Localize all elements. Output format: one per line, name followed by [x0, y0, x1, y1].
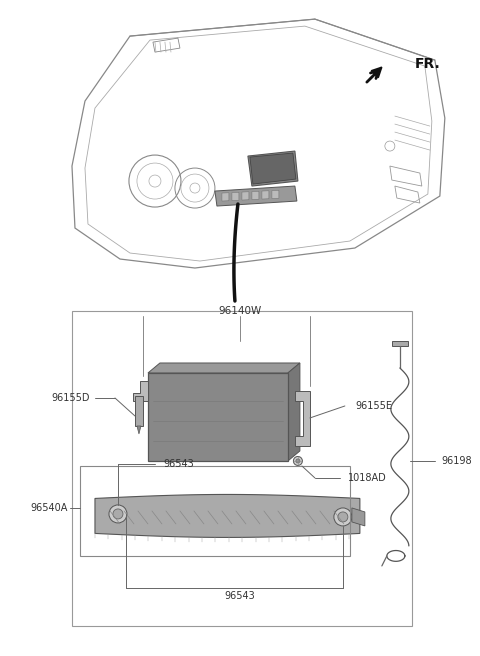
Polygon shape: [248, 151, 298, 186]
Polygon shape: [295, 391, 310, 446]
Polygon shape: [352, 508, 365, 526]
Text: 96543: 96543: [163, 459, 194, 469]
Circle shape: [296, 459, 300, 463]
Bar: [80, 466, 350, 556]
Polygon shape: [288, 363, 300, 461]
Bar: [148, 373, 288, 461]
Bar: [72, 311, 412, 626]
Polygon shape: [222, 193, 229, 201]
Text: 96543: 96543: [225, 591, 255, 601]
Text: 96155E: 96155E: [355, 401, 392, 411]
Circle shape: [113, 509, 123, 519]
Circle shape: [338, 512, 348, 522]
Text: 96155D: 96155D: [51, 393, 90, 403]
Polygon shape: [272, 190, 279, 199]
Polygon shape: [135, 396, 143, 426]
Polygon shape: [148, 363, 300, 373]
Polygon shape: [232, 192, 239, 201]
Circle shape: [293, 457, 302, 466]
Polygon shape: [252, 192, 259, 199]
Circle shape: [109, 505, 127, 523]
Circle shape: [334, 508, 352, 526]
Polygon shape: [242, 192, 249, 200]
Polygon shape: [137, 426, 141, 434]
Text: 1018AD: 1018AD: [348, 473, 386, 483]
Text: 96140W: 96140W: [218, 306, 262, 316]
Text: 96540A: 96540A: [31, 503, 68, 513]
Polygon shape: [95, 495, 360, 537]
Polygon shape: [215, 186, 297, 206]
Polygon shape: [133, 381, 148, 401]
Text: FR.: FR.: [415, 57, 441, 71]
Polygon shape: [262, 191, 269, 199]
Text: 96198: 96198: [442, 456, 472, 466]
Polygon shape: [250, 153, 296, 184]
Polygon shape: [392, 341, 408, 346]
